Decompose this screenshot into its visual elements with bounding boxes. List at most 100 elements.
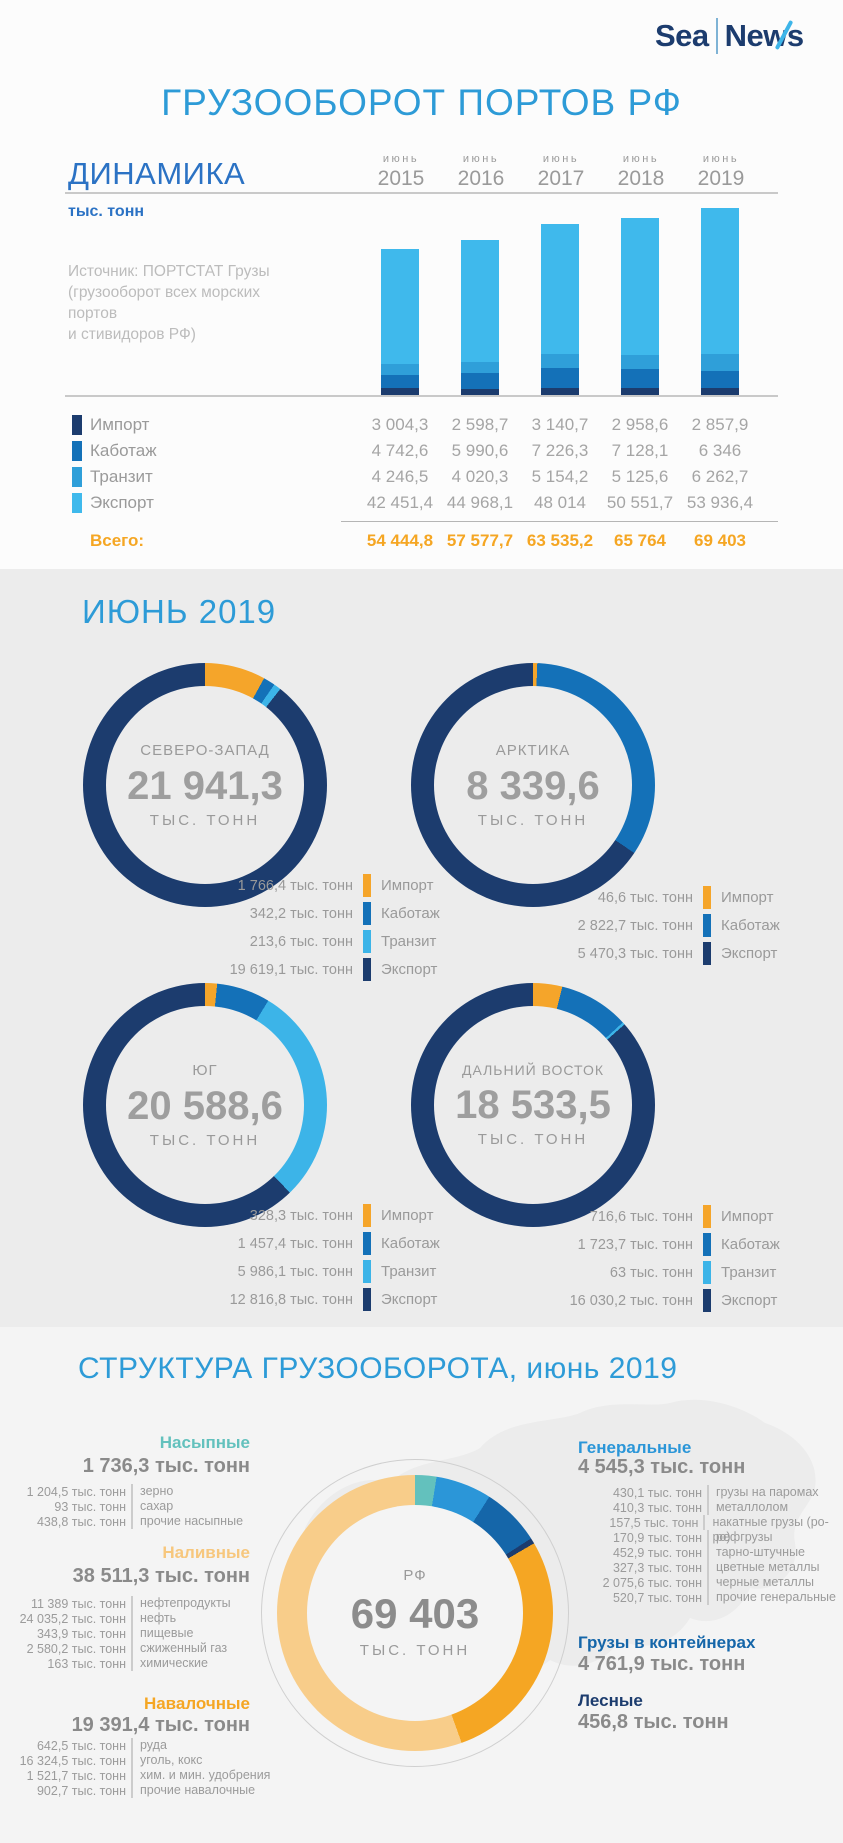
item-label: прочие насыпные <box>131 1514 243 1529</box>
table-row: Каботаж 4 742,6 5 990,6 7 226,3 7 128,1 6 34… <box>0 438 843 464</box>
item-label: рефгрузы <box>707 1530 773 1545</box>
june-heading: ИЮНЬ 2019 <box>82 593 277 630</box>
legend-value: 46,6 тыс. тонн <box>597 889 693 906</box>
bar-segment-Экспорт <box>381 248 419 364</box>
legend-value: 5 986,1 тыс. тонн <box>237 1263 353 1280</box>
stacked-bar-июнь 2016 <box>461 240 499 396</box>
region-name: СЕВЕРО-ЗАПАД <box>140 741 270 759</box>
legend-row: 1 723,7 тыс. тонн Каботаж <box>523 1233 780 1256</box>
total-value: 69 403 <box>694 531 746 550</box>
legend-label: Транзит <box>381 1263 437 1280</box>
legend-value: 213,6 тыс. тонн <box>249 933 353 950</box>
bar-segment-Транзит <box>541 353 579 368</box>
legend-color-bar <box>703 1289 711 1312</box>
year-column-header: июнь 2019 <box>681 153 761 191</box>
legend-color-swatch <box>72 415 82 435</box>
item-label: хим. и мин. удобрения <box>131 1768 270 1783</box>
region-unit: ТЫС. ТОНН <box>477 1131 589 1148</box>
source-note-line: Источник: ПОРТСТАТ Грузы <box>68 263 270 280</box>
legend-label: Экспорт <box>381 1291 438 1308</box>
legend-color-bar <box>363 1288 371 1311</box>
legend-value: 5 470,3 тыс. тонн <box>577 945 693 962</box>
legend-color-bar <box>703 1261 711 1284</box>
total-value: 57 577,7 <box>446 531 514 550</box>
page-title: ГРУЗООБОРОТ ПОРТОВ РФ <box>161 82 682 123</box>
bar-segment-Каботаж <box>701 371 739 389</box>
region-total: 20 588,6 <box>127 1083 283 1128</box>
stacked-bar-июнь 2019 <box>701 208 739 396</box>
legend-color-bar <box>363 958 371 981</box>
structure-item: 1 521,7 тыс. тонн хим. и мин. удобрения <box>0 1768 330 1783</box>
item-label: руда <box>131 1738 167 1753</box>
bar-segment-Транзит <box>621 354 659 369</box>
region-total: 8 339,6 <box>466 763 600 808</box>
table-row: Транзит 4 246,5 4 020,3 5 154,2 5 125,6 6 26… <box>0 464 843 490</box>
row-label: Экспорт <box>90 493 154 512</box>
item-value: 642,5 тыс. тонн <box>36 1738 126 1753</box>
chart-baseline <box>65 395 778 397</box>
item-value: 16 324,5 тыс. тонн <box>19 1753 126 1768</box>
legend-color-bar <box>363 930 371 953</box>
item-label: химические <box>131 1656 208 1671</box>
rf-donut-outline-circle <box>261 1459 569 1767</box>
table-value: 5 154,2 <box>531 467 589 486</box>
row-label: Транзит <box>90 467 153 486</box>
table-value: 2 598,7 <box>451 415 509 434</box>
donut-center-severo-zapad: СЕВЕРО-ЗАПАД 21 941,3 ТЫС. ТОНН <box>106 686 304 884</box>
legend-label: Каботаж <box>721 917 780 934</box>
legend-row: 342,2 тыс. тонн Каботаж <box>183 902 440 925</box>
year-label: 2019 <box>697 167 745 190</box>
bar-segment-Каботаж <box>381 375 419 388</box>
structure-heading: СТРУКТУРА ГРУЗООБОРОТА, июнь 2019 <box>78 1352 678 1385</box>
legend-label: Транзит <box>381 933 437 950</box>
legend-label: Экспорт <box>381 961 438 978</box>
category-header-nalivnye: Наливные <box>162 1543 250 1562</box>
item-label: черные металлы <box>707 1575 814 1590</box>
category-total-lesnye: 456,8 тыс. тонн <box>578 1711 729 1733</box>
structure-item: 438,8 тыс. тонн прочие насыпные <box>0 1514 330 1529</box>
structure-item: 452,9 тыс. тонн тарно-штучные <box>578 1545 843 1560</box>
table-value: 50 551,7 <box>606 493 674 512</box>
month-label: июнь <box>702 153 740 165</box>
table-value: 5 125,6 <box>611 467 669 486</box>
item-value: 1 521,7 тыс. тонн <box>26 1768 126 1783</box>
region-unit: ТЫС. ТОНН <box>149 1131 261 1149</box>
item-label: сжиженный газ <box>131 1641 227 1656</box>
item-value: 430,1 тыс. тонн <box>612 1485 702 1500</box>
bar-segment-Импорт <box>621 388 659 396</box>
logo-text-sea: Sea <box>655 18 709 53</box>
item-value: 93 тыс. тонн <box>54 1499 126 1514</box>
legend-value: 63 тыс. тонн <box>609 1264 693 1281</box>
logo-divider-bar <box>715 18 718 54</box>
structure-item: 2 580,2 тыс. тонн сжиженный газ <box>0 1641 330 1656</box>
source-note: Источник: ПОРТСТАТ Грузы (грузооборот все… <box>68 261 308 345</box>
table-value: 4 246,5 <box>371 467 429 486</box>
legend-row: 5 470,3 тыс. тонн Экспорт <box>523 942 780 965</box>
bar-segment-Экспорт <box>621 217 659 355</box>
total-value: 63 535,2 <box>526 531 594 550</box>
legend-value: 328,3 тыс. тонн <box>249 1207 353 1224</box>
total-value: 54 444,8 <box>366 531 434 550</box>
bar-segment-Импорт <box>541 387 579 396</box>
table-value: 48 014 <box>534 493 586 512</box>
table-value: 6 346 <box>698 441 742 460</box>
item-value: 327,3 тыс. тонн <box>612 1560 702 1575</box>
rf-total: 69 403 <box>350 1590 480 1637</box>
structure-item: 1 204,5 тыс. тонн зерно <box>0 1484 330 1499</box>
legend-label: Транзит <box>721 1264 777 1281</box>
item-value: 452,9 тыс. тонн <box>612 1545 702 1560</box>
header-divider-line <box>65 192 778 194</box>
item-label: нефть <box>131 1611 176 1626</box>
bar-segment-Экспорт <box>701 208 739 355</box>
region-unit: ТЫС. ТОНН <box>149 811 261 829</box>
year-column-headers: июнь 2015 июнь 2016 июнь 2017 июнь 2018 … <box>361 153 761 191</box>
table-value: 3 004,3 <box>371 415 429 434</box>
legend-color-bar <box>363 1204 371 1227</box>
rf-unit: ТЫС. ТОНН <box>359 1642 471 1659</box>
bar-segment-Каботаж <box>541 367 579 388</box>
category-total-navalochnye: 19 391,4 тыс. тонн <box>71 1714 250 1736</box>
structure-item: 520,7 тыс. тонн прочие генеральные <box>578 1590 843 1605</box>
structure-item: 343,9 тыс. тонн пищевые <box>0 1626 330 1641</box>
table-value: 53 936,4 <box>686 493 754 512</box>
legend-value: 1 766,4 тыс. тонн <box>237 877 353 894</box>
